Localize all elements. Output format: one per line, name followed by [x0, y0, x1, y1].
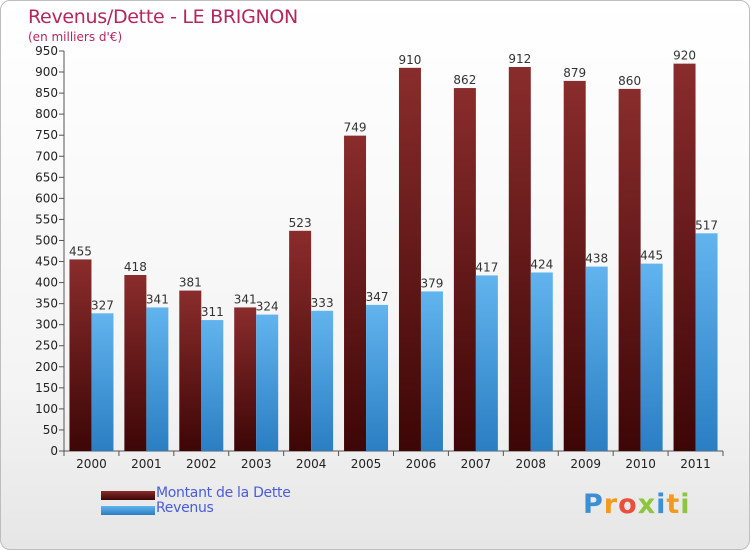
data-label-revenus: 327 [91, 298, 114, 312]
bar-dette [289, 230, 312, 451]
x-tick-label: 2008 [516, 457, 547, 471]
data-label-dette: 910 [399, 53, 422, 67]
x-tick-label: 2002 [186, 457, 217, 471]
data-label-dette: 341 [234, 292, 257, 306]
data-label-dette: 912 [508, 52, 531, 66]
data-label-revenus: 341 [146, 292, 169, 306]
data-label-dette: 455 [69, 244, 92, 258]
y-tick-label: 450 [35, 255, 58, 269]
data-label-dette: 381 [179, 276, 202, 290]
chart-subtitle: (en milliers d'€) [28, 30, 123, 44]
bar-revenus [311, 310, 334, 451]
y-tick-label: 750 [35, 128, 58, 142]
y-tick-label: 300 [35, 318, 58, 332]
bar-dette [344, 135, 367, 451]
bar-revenus [91, 313, 114, 451]
data-label-revenus: 517 [695, 218, 718, 232]
bar-revenus [366, 304, 389, 451]
bars-group: 4553274183413813113413245233337493479103… [69, 49, 718, 451]
bar-dette [508, 67, 531, 451]
logo-letter: t [666, 489, 681, 520]
legend-label-revenus: Revenus [156, 500, 214, 516]
y-tick-label: 800 [35, 107, 58, 121]
y-tick-label: 700 [35, 149, 58, 163]
y-tick-label: 150 [35, 381, 58, 395]
data-label-dette: 920 [673, 49, 696, 63]
bar-dette [124, 275, 147, 451]
data-label-revenus: 311 [201, 305, 224, 319]
x-tick-label: 2000 [76, 457, 107, 471]
proxiti-logo: Proxiti [583, 489, 691, 520]
y-tick-label: 550 [35, 212, 58, 226]
logo-letter: r [603, 489, 619, 520]
bar-dette [618, 88, 641, 451]
data-label-revenus: 417 [475, 260, 498, 274]
bar-revenus [146, 307, 169, 451]
bar-revenus [695, 233, 718, 451]
data-label-revenus: 445 [640, 249, 663, 263]
bar-revenus [256, 314, 279, 451]
y-tick-label: 600 [35, 191, 58, 205]
bar-dette [563, 80, 586, 451]
logo-letter: o [618, 489, 638, 520]
y-tick-label: 350 [35, 297, 58, 311]
bar-revenus [201, 320, 224, 451]
y-tick-label: 850 [35, 86, 58, 100]
x-axis: 2000 2001 2002 2003 2004 2005 2006 2007 2008 2009… [63, 450, 724, 471]
x-tick-label: 2005 [351, 457, 382, 471]
x-tick-label: 2007 [461, 457, 492, 471]
x-tick-label: 2009 [570, 457, 601, 471]
logo-letter: P [583, 489, 604, 520]
legend-swatch-dette [101, 491, 155, 500]
data-label-revenus: 379 [421, 276, 444, 290]
y-tick-label: 200 [35, 360, 58, 374]
y-tick-label: 900 [35, 65, 58, 79]
y-tick-label: 950 [35, 44, 58, 58]
legend-swatch-revenus [101, 506, 155, 515]
y-tick-label: 500 [35, 233, 58, 247]
data-label-dette: 418 [124, 260, 147, 274]
legend-label-dette: Montant de la Dette [156, 485, 291, 501]
bar-dette [69, 259, 92, 451]
y-tick-label: 400 [35, 276, 58, 290]
bar-dette [234, 307, 257, 451]
bar-revenus [420, 291, 443, 451]
data-label-dette: 860 [618, 74, 641, 88]
y-tick-label: 50 [43, 423, 58, 437]
data-label-revenus: 347 [366, 290, 389, 304]
x-tick-label: 2010 [625, 457, 656, 471]
y-tick-label: 650 [35, 170, 58, 184]
data-label-dette: 523 [289, 216, 312, 230]
bar-dette [673, 63, 696, 451]
data-label-revenus: 424 [530, 257, 553, 271]
bar-revenus [585, 266, 608, 451]
data-label-revenus: 333 [311, 296, 334, 310]
y-axis: 0 50 100 150 200 250 300 350 400 450 500 550 600 650 7… [35, 44, 65, 458]
x-tick-label: 2001 [131, 457, 162, 471]
bar-revenus [640, 263, 663, 451]
data-label-revenus: 438 [585, 252, 608, 266]
data-label-dette: 879 [563, 66, 586, 80]
bar-dette [453, 88, 476, 451]
y-tick-label: 0 [50, 444, 58, 458]
logo-letter: i [656, 489, 667, 520]
bar-revenus [475, 275, 498, 451]
x-tick-label: 2011 [680, 457, 711, 471]
x-tick-label: 2003 [241, 457, 272, 471]
data-label-dette: 862 [453, 73, 476, 87]
x-tick-label: 2006 [406, 457, 437, 471]
bar-revenus [530, 272, 553, 451]
y-tick-label: 100 [35, 402, 58, 416]
bar-dette [179, 290, 202, 451]
data-label-revenus: 324 [256, 300, 279, 314]
bar-dette [398, 67, 421, 451]
logo-letter: i [680, 489, 691, 520]
data-label-dette: 749 [344, 121, 367, 135]
logo-letter: x [637, 489, 657, 520]
chart-title: Revenus/Dette - LE BRIGNON [28, 6, 298, 28]
y-tick-label: 250 [35, 339, 58, 353]
x-tick-label: 2004 [296, 457, 327, 471]
